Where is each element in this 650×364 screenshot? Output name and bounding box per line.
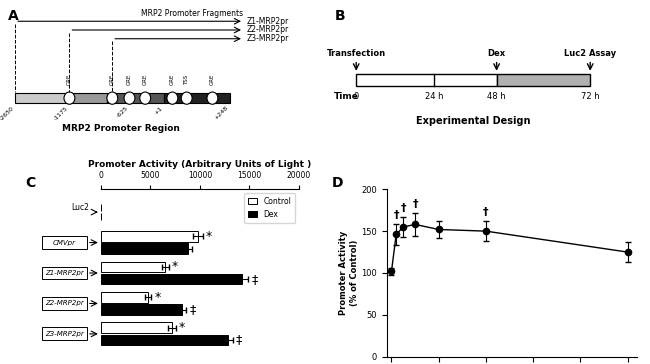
Text: Z3-MRP2pr: Z3-MRP2pr [46,331,84,337]
Text: ‡: ‡ [236,333,242,347]
Bar [164,93,229,103]
Text: TSS: TSS [184,74,189,84]
Text: †: † [400,203,406,213]
Bar [101,274,242,284]
Text: Z1-MRP2pr: Z1-MRP2pr [247,17,289,26]
Text: 72 h: 72 h [581,92,599,101]
Text: GRE: GRE [143,73,148,84]
Ellipse shape [140,92,151,104]
Text: A: A [8,9,19,23]
Bar [42,297,87,310]
Text: Dex: Dex [488,49,506,58]
Bar [101,304,182,315]
Text: †: † [393,210,399,220]
Text: Z3-MRP2pr: Z3-MRP2pr [247,34,289,43]
Text: ‡: ‡ [252,273,258,286]
Text: -625: -625 [116,106,129,119]
Text: C: C [25,176,36,190]
Text: *: * [179,321,185,334]
Text: D: D [332,176,343,190]
Legend: Control, Dex: Control, Dex [244,193,295,222]
Text: GRE: GRE [67,73,72,84]
Text: Luc2 Assay: Luc2 Assay [564,49,616,58]
Ellipse shape [107,92,118,104]
Text: +1: +1 [154,106,164,115]
Bar [101,262,165,272]
Text: B: B [334,9,345,23]
Bar [70,93,107,103]
Bar [42,328,87,340]
Bar [101,231,198,242]
Text: Transfection: Transfection [327,49,385,58]
Bar [356,74,497,86]
Text: -1175: -1175 [53,106,70,122]
Text: MRP2 Promoter Fragments: MRP2 Promoter Fragments [141,9,244,18]
Text: Luc2: Luc2 [71,203,89,212]
Ellipse shape [124,92,135,104]
Text: GRE: GRE [127,73,132,84]
Text: ‡: ‡ [189,303,196,316]
Bar [42,236,87,249]
Bar [42,266,87,280]
Text: CMVpr: CMVpr [53,240,76,246]
Ellipse shape [64,92,75,104]
Bar [101,292,148,303]
Text: †: † [412,198,418,209]
Text: Z2-MRP2pr: Z2-MRP2pr [46,300,84,306]
Text: *: * [172,260,178,273]
Text: Z1-MRP2pr: Z1-MRP2pr [46,270,84,276]
Text: *: * [206,230,212,243]
X-axis label: Promoter Activity (Arbitrary Units of Light ): Promoter Activity (Arbitrary Units of Li… [88,160,311,169]
Ellipse shape [207,92,218,104]
Y-axis label: Promoter Activity
(% of Control): Promoter Activity (% of Control) [339,231,359,315]
Bar [15,93,70,103]
Ellipse shape [181,92,192,104]
Text: GRE: GRE [210,73,215,84]
Text: MRP2 Promoter Region: MRP2 Promoter Region [62,124,180,133]
Text: 24 h: 24 h [425,92,443,101]
Text: GRE: GRE [110,73,115,84]
Text: GRE: GRE [170,73,175,84]
Text: -2650: -2650 [0,106,15,122]
Text: 48 h: 48 h [488,92,506,101]
Text: Z2-MRP2pr: Z2-MRP2pr [247,25,289,35]
Text: Time: Time [334,92,359,101]
Bar [101,243,188,254]
Bar [101,323,172,333]
Text: Experimental Design: Experimental Design [416,116,530,126]
Text: *: * [154,291,161,304]
Bar [101,335,228,345]
Bar [107,93,164,103]
Text: †: † [483,207,489,217]
Text: +248: +248 [214,106,229,121]
Bar [497,74,590,86]
Text: 0: 0 [354,92,359,101]
Ellipse shape [167,92,178,104]
